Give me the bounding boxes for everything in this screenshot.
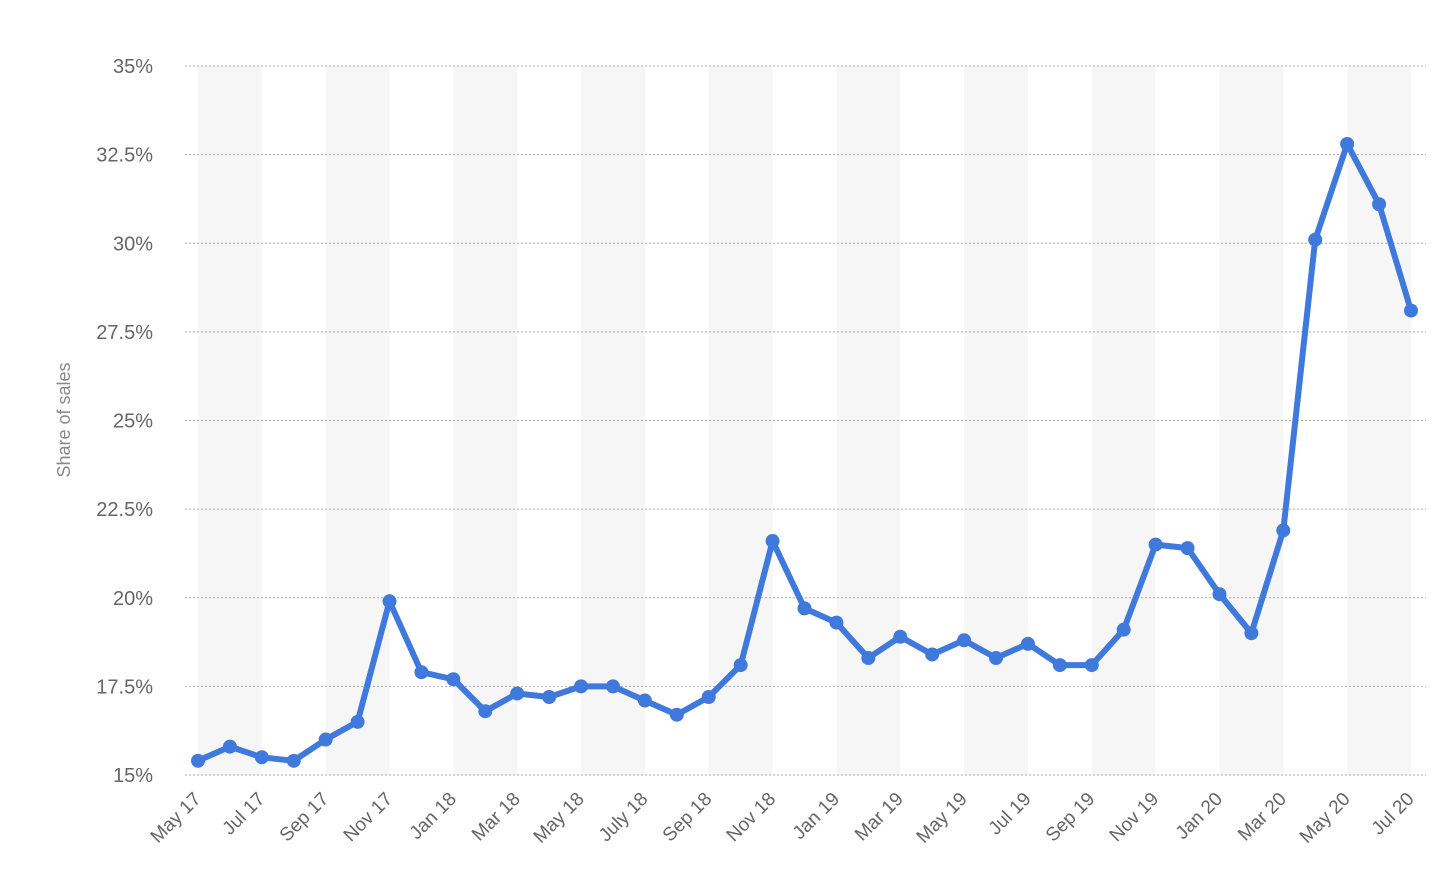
x-tick-label: May 20: [1296, 789, 1355, 848]
data-point: [1180, 541, 1195, 556]
data-point: [1340, 136, 1355, 151]
data-point: [414, 665, 429, 680]
x-tick-label: Jan 19: [789, 789, 844, 844]
data-point: [1052, 658, 1067, 673]
data-point: [1276, 523, 1291, 538]
x-tick-label: Nov 18: [723, 789, 780, 846]
y-tick-label: 17.5%: [96, 676, 153, 698]
data-point: [191, 753, 205, 768]
x-tick-label: May 19: [913, 789, 972, 848]
y-tick-label: 30%: [113, 233, 153, 255]
data-point: [542, 690, 557, 705]
x-tick-label: Sep 18: [659, 789, 716, 846]
y-axis-ticks: 15% 17.5% 20% 22.5% 25% 27.5% 30% 32.5% 35%: [96, 56, 153, 787]
data-point: [957, 633, 972, 648]
data-point: [510, 686, 525, 701]
data-point: [765, 534, 780, 549]
y-tick-label: 25%: [113, 411, 153, 433]
data-point: [861, 651, 876, 666]
x-tick-label: Jul 19: [985, 789, 1036, 840]
data-point: [669, 707, 684, 722]
data-point: [797, 601, 812, 616]
data-point: [1372, 197, 1387, 212]
x-tick-label: Mar 18: [468, 789, 525, 846]
data-point: [893, 629, 908, 644]
x-tick-label: July 18: [595, 789, 652, 846]
data-point: [733, 658, 748, 673]
data-point: [605, 679, 620, 694]
data-point: [829, 615, 844, 630]
data-point: [1116, 622, 1131, 637]
data-point: [350, 714, 365, 729]
data-point: [1244, 626, 1259, 641]
y-tick-label: 22.5%: [96, 499, 153, 521]
x-tick-label: Jan 18: [406, 789, 461, 844]
data-series: [191, 136, 1418, 768]
data-point: [254, 750, 269, 765]
x-tick-label: Mar 20: [1234, 789, 1291, 846]
x-tick-label: Jan 20: [1172, 789, 1227, 844]
y-tick-label: 15%: [113, 765, 153, 787]
data-point: [318, 732, 333, 747]
data-point: [701, 690, 716, 705]
x-tick-label: Jul 17: [219, 789, 270, 840]
x-tick-label: Nov 19: [1106, 789, 1163, 846]
y-tick-label: 27.5%: [96, 322, 153, 344]
x-tick-label: Jul 20: [1368, 789, 1419, 840]
data-point: [222, 739, 237, 754]
data-point: [1404, 303, 1418, 318]
data-point: [446, 672, 461, 687]
gridlines: [185, 65, 1426, 776]
data-point: [637, 693, 652, 708]
y-axis-label: Share of sales: [54, 362, 74, 477]
x-tick-label: May 17: [147, 789, 206, 848]
data-point: [286, 753, 301, 768]
data-point: [1308, 232, 1323, 247]
data-point: [989, 651, 1004, 666]
y-tick-label: 35%: [113, 56, 153, 78]
x-tick-label: Sep 19: [1042, 789, 1099, 846]
data-point: [574, 679, 589, 694]
x-tick-label: Sep 17: [276, 789, 333, 846]
data-point: [478, 704, 493, 719]
data-point: [1212, 587, 1227, 602]
data-point: [1020, 636, 1035, 651]
x-tick-label: Nov 17: [340, 789, 397, 846]
data-point: [925, 647, 940, 662]
x-tick-label: Mar 19: [851, 789, 908, 846]
y-tick-label: 32.5%: [96, 145, 153, 167]
y-tick-label: 20%: [113, 588, 153, 610]
x-axis-ticks: May 17 Jul 17 Sep 17 Nov 17 Jan 18 Mar 18 May …: [147, 789, 1419, 848]
data-point: [1084, 658, 1099, 673]
x-tick-label: May 18: [530, 789, 589, 848]
data-point: [382, 594, 397, 609]
data-point: [1148, 537, 1163, 552]
